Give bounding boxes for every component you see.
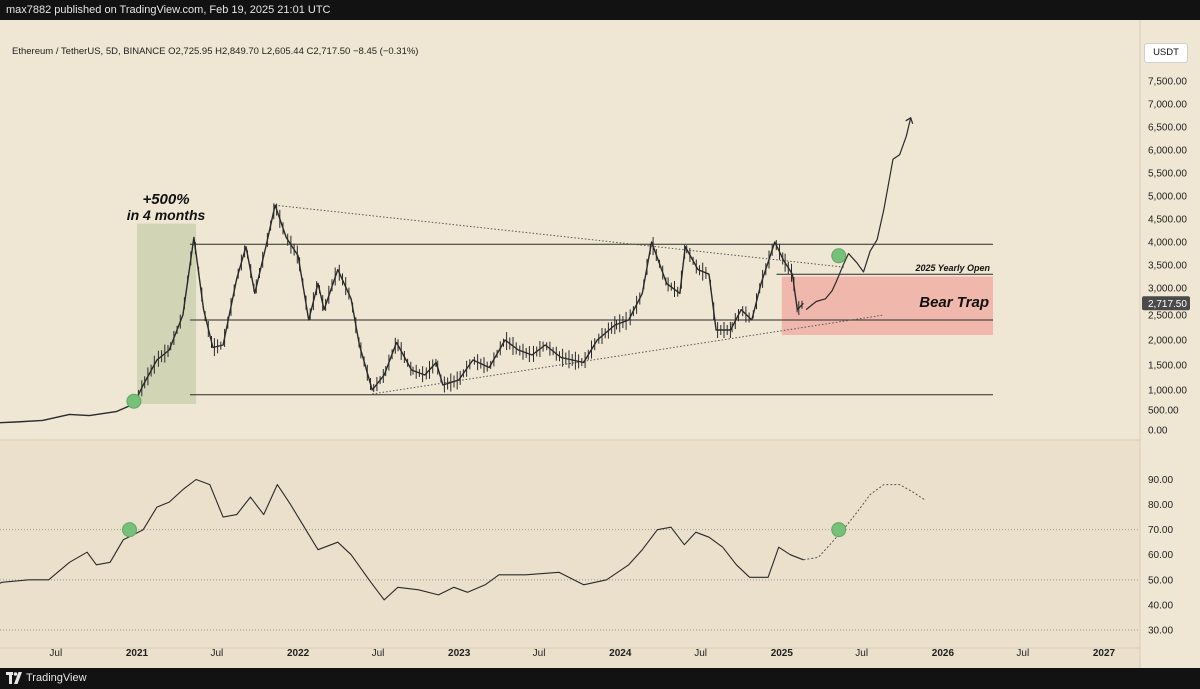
price-tick-label: 6,000.00 (1148, 146, 1187, 157)
trendline-0 (275, 204, 846, 268)
brand-text: TradingView (26, 672, 87, 684)
symbol-legend: Ethereum / TetherUS, 5D, BINANCE O2,725.… (12, 46, 419, 57)
time-tick-label: Jul (210, 648, 223, 659)
price-tick-label: 7,000.00 (1148, 100, 1187, 111)
price-tick-label: 5,000.00 (1148, 192, 1187, 203)
oscillator-highlight-point-1 (831, 522, 847, 538)
price-tick-label: 1,500.00 (1148, 361, 1187, 372)
price-projection-line (805, 117, 912, 311)
time-tick-label: 2026 (932, 648, 955, 659)
time-tick-label: Jul (855, 648, 868, 659)
price-tick-label: 500.00 (1148, 406, 1179, 417)
zones-layer (137, 223, 993, 404)
time-tick-label: Jul (1016, 648, 1029, 659)
price-tick-label: 4,500.00 (1148, 215, 1187, 226)
annotations-layer: +500%in 4 months 2025 Yearly Open Bear Tra… (127, 191, 991, 311)
price-tick-label: 5,500.00 (1148, 169, 1187, 180)
oscillator-pane-background (0, 440, 1140, 668)
oscillator-tick-label: 70.00 (1148, 525, 1173, 536)
levels-layer (0, 204, 1140, 631)
price-highlight-point-0 (126, 393, 142, 409)
currency-button[interactable]: USDT (1144, 43, 1188, 63)
current-price-tag (1142, 296, 1190, 311)
chart-svg[interactable]: 8,000.007,500.007,000.006,500.006,000.00… (0, 20, 1200, 668)
price-series-line (0, 204, 804, 424)
series-layer (0, 116, 925, 601)
time-tick-label: Jul (372, 648, 385, 659)
time-tick-label: Jul (533, 648, 546, 659)
gain-zone (137, 223, 197, 404)
yearly-open-label: 2025 Yearly Open (914, 263, 990, 273)
time-tick-label: Jul (694, 648, 707, 659)
time-tick-label: 2023 (448, 648, 471, 659)
gain-annotation: +500% (142, 191, 189, 208)
tradingview-logo-icon (6, 672, 22, 684)
time-tick-label: 2022 (287, 648, 310, 659)
oscillator-tick-label: 60.00 (1148, 550, 1173, 561)
price-tick-label: 6,500.00 (1148, 123, 1187, 134)
oscillator-tick-label: 50.00 (1148, 575, 1173, 586)
published-text: max7882 published on TradingView.com, Fe… (6, 4, 331, 16)
time-tick-label: 2024 (609, 648, 632, 659)
trendline-1 (372, 314, 884, 395)
oscillator-tick-label: 90.00 (1148, 475, 1173, 486)
time-axis: Jul 2021 Jul 2022 Jul 2023 Jul 2024 Jul 2025 Jul 20… (49, 648, 1115, 659)
gain-period-annotation: in 4 months (127, 207, 206, 223)
projection-arrowhead (905, 116, 914, 124)
price-axis: 8,000.007,500.007,000.006,500.006,000.00… (1142, 54, 1190, 437)
time-tick-label: 2025 (771, 648, 794, 659)
oscillator-series-line (0, 478, 804, 601)
time-tick-label: 2027 (1093, 648, 1116, 659)
oscillator-projection-line (803, 484, 925, 561)
publisher-bar: max7882 published on TradingView.com, Fe… (0, 0, 1200, 20)
price-tick-label: 4,000.00 (1148, 238, 1187, 249)
bear-trap-zone (781, 276, 993, 335)
time-tick-label: Jul (49, 648, 62, 659)
time-tick-label: 2021 (126, 648, 149, 659)
oscillator-tick-label: 40.00 (1148, 600, 1173, 611)
oscillator-tick-label: 80.00 (1148, 500, 1173, 511)
price-tick-label: 2,500.00 (1148, 311, 1187, 322)
current-price-label: 2,717.50 (1148, 299, 1187, 310)
price-tick-label: 7,500.00 (1148, 77, 1187, 88)
oscillator-tick-label: 30.00 (1148, 625, 1173, 636)
price-highlight-point-1 (831, 248, 847, 264)
bear-trap-label: Bear Trap (919, 294, 989, 311)
oscillator-axis: 90.00 80.00 70.00 60.00 50.00 40.00 30.00 (1148, 475, 1173, 636)
oscillator-highlight-point-0 (121, 522, 137, 538)
price-tick-label: 0.00 (1148, 426, 1168, 437)
price-tick-label: 3,500.00 (1148, 261, 1187, 272)
price-tick-label: 1,000.00 (1148, 386, 1187, 397)
chart-panel[interactable]: 8,000.007,500.007,000.006,500.006,000.00… (0, 20, 1200, 668)
price-tick-label: 2,000.00 (1148, 336, 1187, 347)
price-tick-label: 3,000.00 (1148, 284, 1187, 295)
brand-bar: TradingView (0, 668, 1200, 689)
